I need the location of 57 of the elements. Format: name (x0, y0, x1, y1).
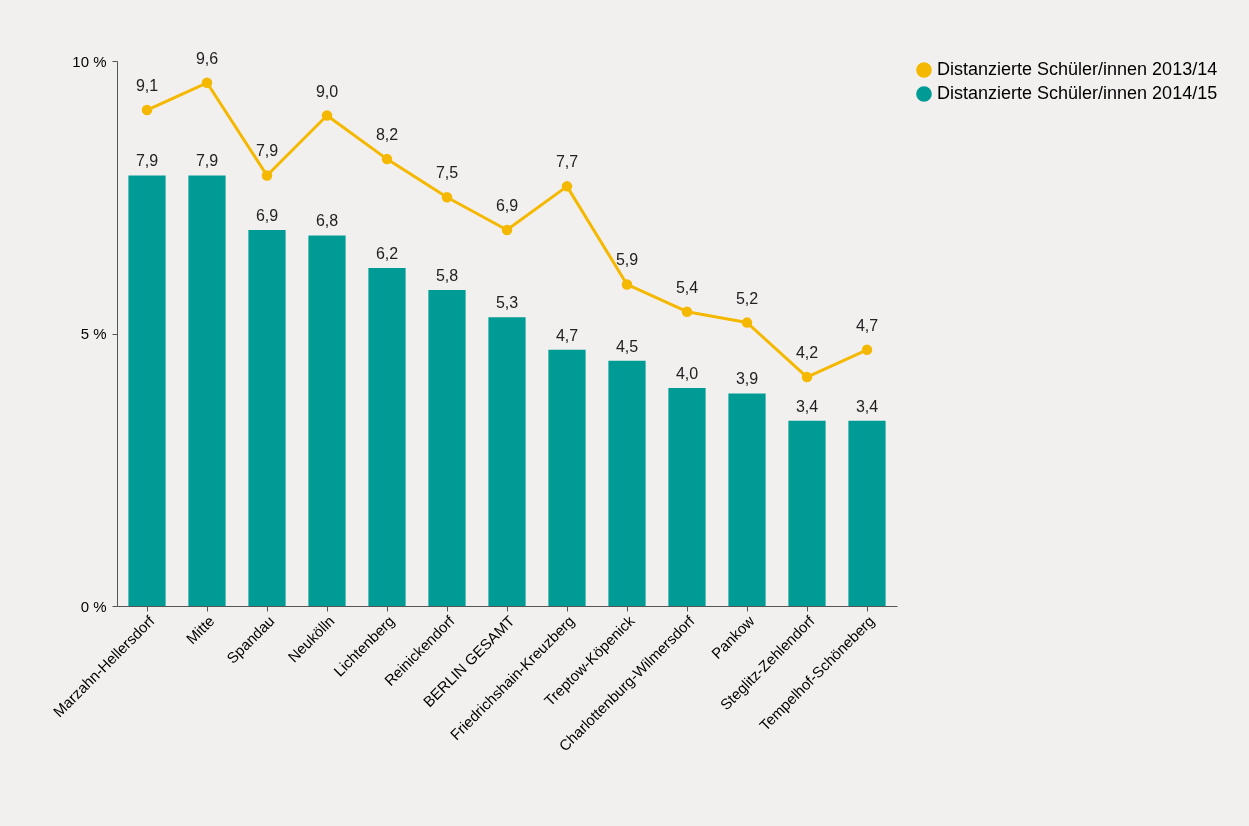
data-label: 3,4 (855, 397, 879, 415)
point (741, 317, 753, 328)
data-label: 7,9 (135, 152, 159, 170)
data-label: 9,6 (195, 49, 219, 67)
data-label: 6,2 (375, 245, 399, 263)
point (321, 110, 333, 121)
y-tick-label: 0 % (80, 597, 107, 615)
bar (788, 420, 826, 606)
data-label: 6,9 (255, 206, 279, 224)
point (801, 371, 813, 383)
data-label: 5,8 (435, 266, 459, 284)
point (501, 224, 513, 236)
data-label: 6,9 (495, 196, 519, 214)
data-label: 4,7 (855, 316, 879, 334)
data-label: 4,0 (675, 365, 699, 382)
point (141, 104, 153, 116)
bar (308, 235, 346, 606)
point (561, 181, 573, 192)
bar (668, 388, 706, 606)
data-label: 7,5 (435, 164, 459, 182)
bar (248, 229, 286, 606)
legend-label: Distanzierte Schüler/innen 2013/14 (937, 59, 1218, 79)
bar (728, 393, 766, 606)
bar (428, 289, 466, 606)
y-tick-label: 5 % (80, 325, 107, 342)
bar (188, 175, 226, 606)
data-label: 4,7 (555, 326, 579, 344)
data-label: 4,5 (615, 337, 639, 355)
data-label: 5,4 (675, 278, 699, 296)
bar (488, 317, 526, 606)
point (441, 192, 453, 203)
data-label: 4,2 (795, 344, 819, 362)
point (681, 306, 693, 317)
point (201, 77, 213, 89)
data-label: 8,2 (375, 126, 399, 144)
data-label: 5,3 (495, 294, 519, 312)
point (381, 153, 393, 165)
data-label: 9,0 (315, 82, 339, 100)
data-label: 7,7 (555, 153, 579, 171)
bar (368, 268, 406, 606)
bar (548, 349, 586, 606)
point (621, 279, 633, 290)
bar (608, 360, 646, 606)
data-label: 9,1 (135, 77, 159, 95)
bar (848, 420, 886, 606)
y-tick-label: 10 % (72, 52, 107, 70)
data-label: 7,9 (255, 142, 279, 160)
bar (128, 175, 166, 606)
data-label: 3,4 (795, 397, 819, 415)
point (261, 170, 273, 181)
data-label: 6,8 (315, 212, 339, 230)
legend-label: Distanzierte Schüler/innen 2014/15 (937, 83, 1218, 103)
data-label: 5,9 (615, 251, 639, 269)
data-label: 7,9 (195, 152, 219, 170)
data-label: 5,2 (735, 289, 759, 307)
data-label: 3,9 (735, 370, 759, 388)
point (861, 344, 873, 356)
